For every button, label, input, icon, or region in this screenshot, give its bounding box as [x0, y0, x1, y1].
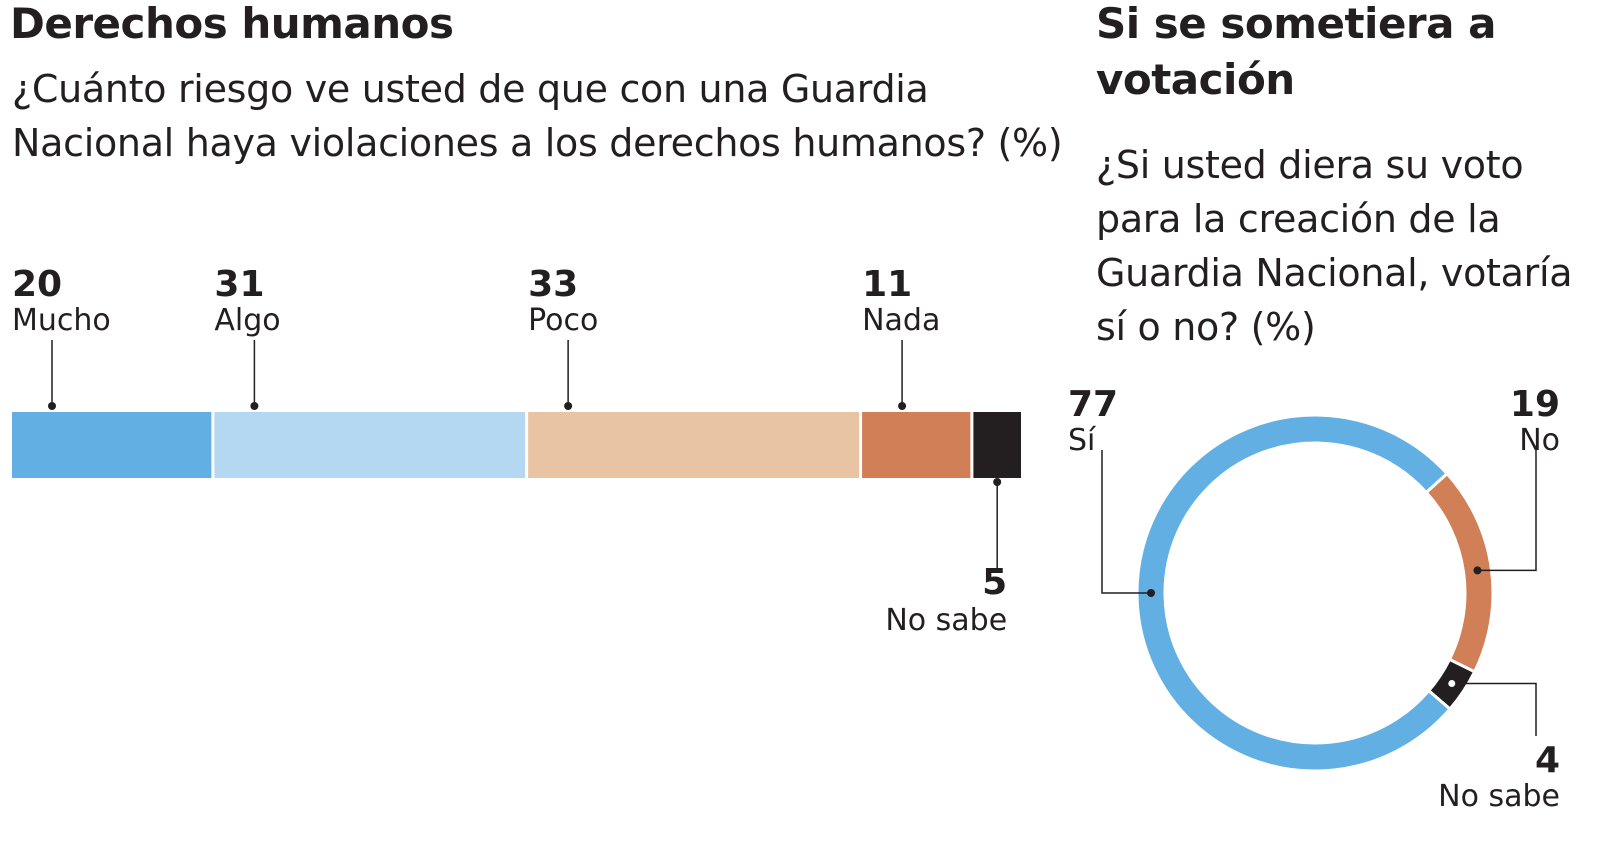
- donut-slice-no: [1424, 471, 1495, 674]
- leader-dot: [1147, 589, 1155, 597]
- donut-slice-s-: [1135, 413, 1453, 773]
- value-label: 20: [12, 264, 62, 305]
- leader-dot: [1448, 679, 1456, 687]
- value-label: 11: [862, 264, 912, 305]
- leader-line: [1451, 682, 1537, 736]
- leader-dot: [1473, 566, 1482, 575]
- bar-segment-algo: [214, 412, 526, 478]
- leader-line: [1101, 450, 1151, 594]
- value-label: 77: [1068, 384, 1118, 425]
- bar-chart-question: ¿Cuánto riesgo ve usted de que con una G…: [12, 67, 1063, 165]
- donut-chart-title: Si se sometiera a votación: [1096, 0, 1496, 104]
- leader-line: [1477, 450, 1537, 572]
- category-label: No sabe: [1438, 779, 1560, 814]
- category-label: Algo: [214, 303, 280, 338]
- leader-dot: [993, 478, 1002, 486]
- category-label: Nada: [862, 303, 940, 338]
- leader-dot: [564, 402, 573, 410]
- value-label: 19: [1510, 384, 1560, 425]
- category-label: No: [1519, 423, 1560, 458]
- bar-chart-title: Derechos humanos: [10, 0, 454, 48]
- leader-dot: [250, 402, 259, 410]
- bar-segment-mucho: [12, 412, 212, 478]
- bar-segment-poco: [528, 412, 860, 478]
- donut-chart-question: ¿Si usted diera su voto para la creación…: [1096, 143, 1573, 349]
- value-label: 5: [982, 562, 1007, 603]
- value-label: 4: [1535, 740, 1560, 781]
- category-label: Sí: [1068, 423, 1097, 458]
- category-label: Mucho: [12, 303, 111, 338]
- leader-dot: [48, 402, 56, 410]
- value-label: 31: [214, 264, 264, 305]
- leader-dot: [898, 402, 907, 410]
- bar-segment-no-sabe: [973, 412, 1021, 478]
- category-label: Poco: [528, 303, 598, 338]
- bar-segment-nada: [862, 412, 971, 478]
- value-label: 33: [528, 264, 578, 305]
- category-label: No sabe: [885, 603, 1007, 638]
